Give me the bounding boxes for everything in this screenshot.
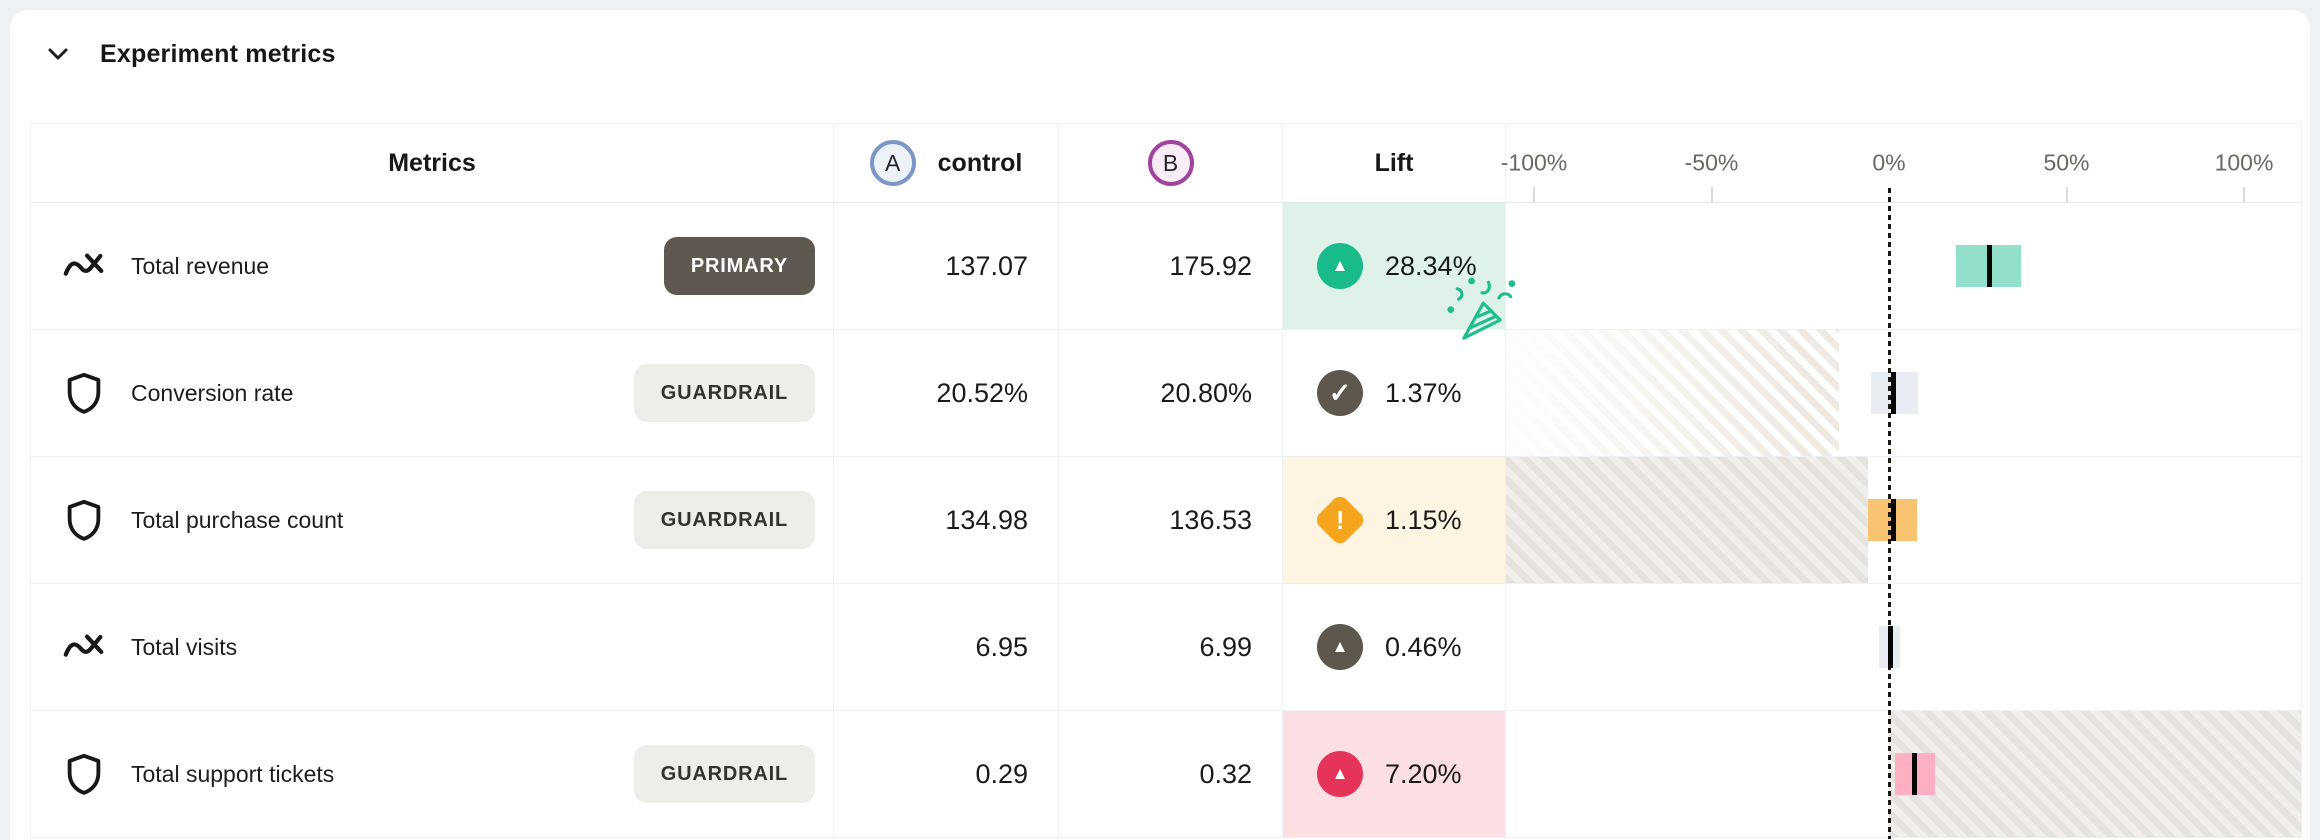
chevron-down-icon[interactable] [42,38,74,70]
axis-tick-label: 0% [1872,149,1906,176]
column-header-lift: Lift [1283,124,1506,203]
metric-cell[interactable]: Conversion rate GUARDRAIL [31,330,834,457]
lift-glyph: ▲ [1331,255,1349,275]
lift-status-icon: ▲ [1317,751,1363,797]
control-value-cell: 20.52% [834,330,1059,457]
variant-value-cell: 6.99 [1059,584,1283,711]
metric-name: Conversion rate [131,379,294,406]
axis-tick-mark [2065,187,2068,202]
lift-value: 0.46% [1385,631,1462,662]
control-value: 20.52% [936,377,1028,408]
guardrail-zone [1506,457,1868,583]
lift-status-icon: ! [1313,493,1367,547]
shield-icon [61,497,107,543]
axis-tick-mark [2243,187,2245,202]
experiment-metrics-card: Experiment metrics Metrics A control B L… [10,10,2310,840]
axis-tick-mark [1533,187,1535,202]
lift-value: 28.34% [1385,250,1477,281]
variant-value-cell: 136.53 [1059,457,1283,584]
lift-glyph: ▲ [1331,636,1349,656]
confidence-interval-chart [1506,584,2301,711]
axis-tick-mark [1710,187,1713,202]
trend-icon [61,624,107,670]
section-title: Experiment metrics [100,39,336,68]
variant-value: 0.32 [1199,758,1252,789]
confidence-interval-chart [1506,457,2301,584]
guardrail-zone [1506,330,1840,456]
point-estimate-marker [1890,499,1896,541]
point-estimate-marker [1987,245,1993,287]
lift-cell: ▲ 0.46% [1283,584,1506,711]
shield-icon [61,370,107,416]
variant-value: 6.99 [1199,631,1252,662]
variant-value: 175.92 [1169,250,1252,281]
axis-tick-label: 50% [2043,149,2090,176]
metric-type-badge: PRIMARY [663,237,815,295]
lift-status-icon: ✓ [1317,370,1363,416]
trend-icon [61,243,107,289]
control-header-label: control [937,148,1023,177]
variant-a-icon: A [869,140,916,186]
metric-name: Total purchase count [131,506,344,533]
metric-name: Total visits [131,633,238,660]
variant-value-cell: 0.32 [1059,711,1283,838]
lift-value: 7.20% [1385,758,1462,789]
metric-name: Total support tickets [131,760,335,787]
confidence-interval-chart [1506,203,2301,330]
metric-cell[interactable]: Total support tickets GUARDRAIL [31,711,834,838]
metric-type-badge: GUARDRAIL [633,745,815,803]
control-value: 137.07 [945,250,1028,281]
column-header-control: A control [834,124,1059,203]
metric-cell[interactable]: Total revenue PRIMARY [31,203,834,330]
lift-status-icon: ▲ [1317,624,1363,670]
metric-cell[interactable]: Total purchase count GUARDRAIL [31,457,834,584]
metric-cell[interactable]: Total visits [31,584,834,711]
point-estimate-marker [1888,626,1894,668]
lift-cell: ▲ 7.20% [1283,711,1506,838]
variant-value-cell: 175.92 [1059,203,1283,330]
column-header-axis: -100% -50% 0% 50% 100% [1501,124,2301,203]
metric-name: Total revenue [131,252,270,279]
confidence-interval-chart [1506,330,2301,457]
lift-cell: ✓ 1.37% [1283,330,1506,457]
lift-glyph: ✓ [1328,377,1352,408]
point-estimate-marker [1912,753,1918,795]
lift-value: 1.37% [1385,377,1462,408]
variant-value: 20.80% [1160,377,1252,408]
axis-tick-label: -50% [1684,149,1739,176]
lift-status-icon: ▲ [1317,243,1363,289]
variant-value: 136.53 [1169,504,1252,535]
lift-glyph: ! [1335,504,1345,535]
zero-baseline [1888,188,1891,839]
point-estimate-marker [1891,372,1897,414]
metrics-header-label: Metrics [388,148,476,177]
lift-cell: ! 1.15% [1283,457,1506,584]
control-value-cell: 137.07 [834,203,1059,330]
control-value: 134.98 [945,504,1028,535]
confidence-interval-chart [1506,711,2301,838]
column-header-metrics: Metrics [31,124,834,203]
control-value-cell: 134.98 [834,457,1059,584]
control-value-cell: 0.29 [834,711,1059,838]
axis-tick-label: -100% [1500,149,1568,176]
metric-type-badge: GUARDRAIL [633,364,815,422]
control-value: 0.29 [975,758,1028,789]
axis-tick-label: 100% [2214,149,2274,176]
metric-type-badge: GUARDRAIL [633,491,815,549]
control-value: 6.95 [975,631,1028,662]
guardrail-zone [1889,711,2301,837]
column-header-variant-b: B [1059,124,1283,203]
lift-value: 1.15% [1385,504,1462,535]
control-value-cell: 6.95 [834,584,1059,711]
shield-icon [61,751,107,797]
variant-value-cell: 20.80% [1059,330,1283,457]
lift-header-label: Lift [1374,148,1414,177]
lift-glyph: ▲ [1331,763,1349,783]
variant-b-icon: B [1147,140,1194,186]
section-header[interactable]: Experiment metrics [42,38,336,70]
metrics-table: Metrics A control B Lift -100% -50% 0% 5… [30,123,2302,839]
lift-cell: ▲ 28.34% [1283,203,1516,340]
